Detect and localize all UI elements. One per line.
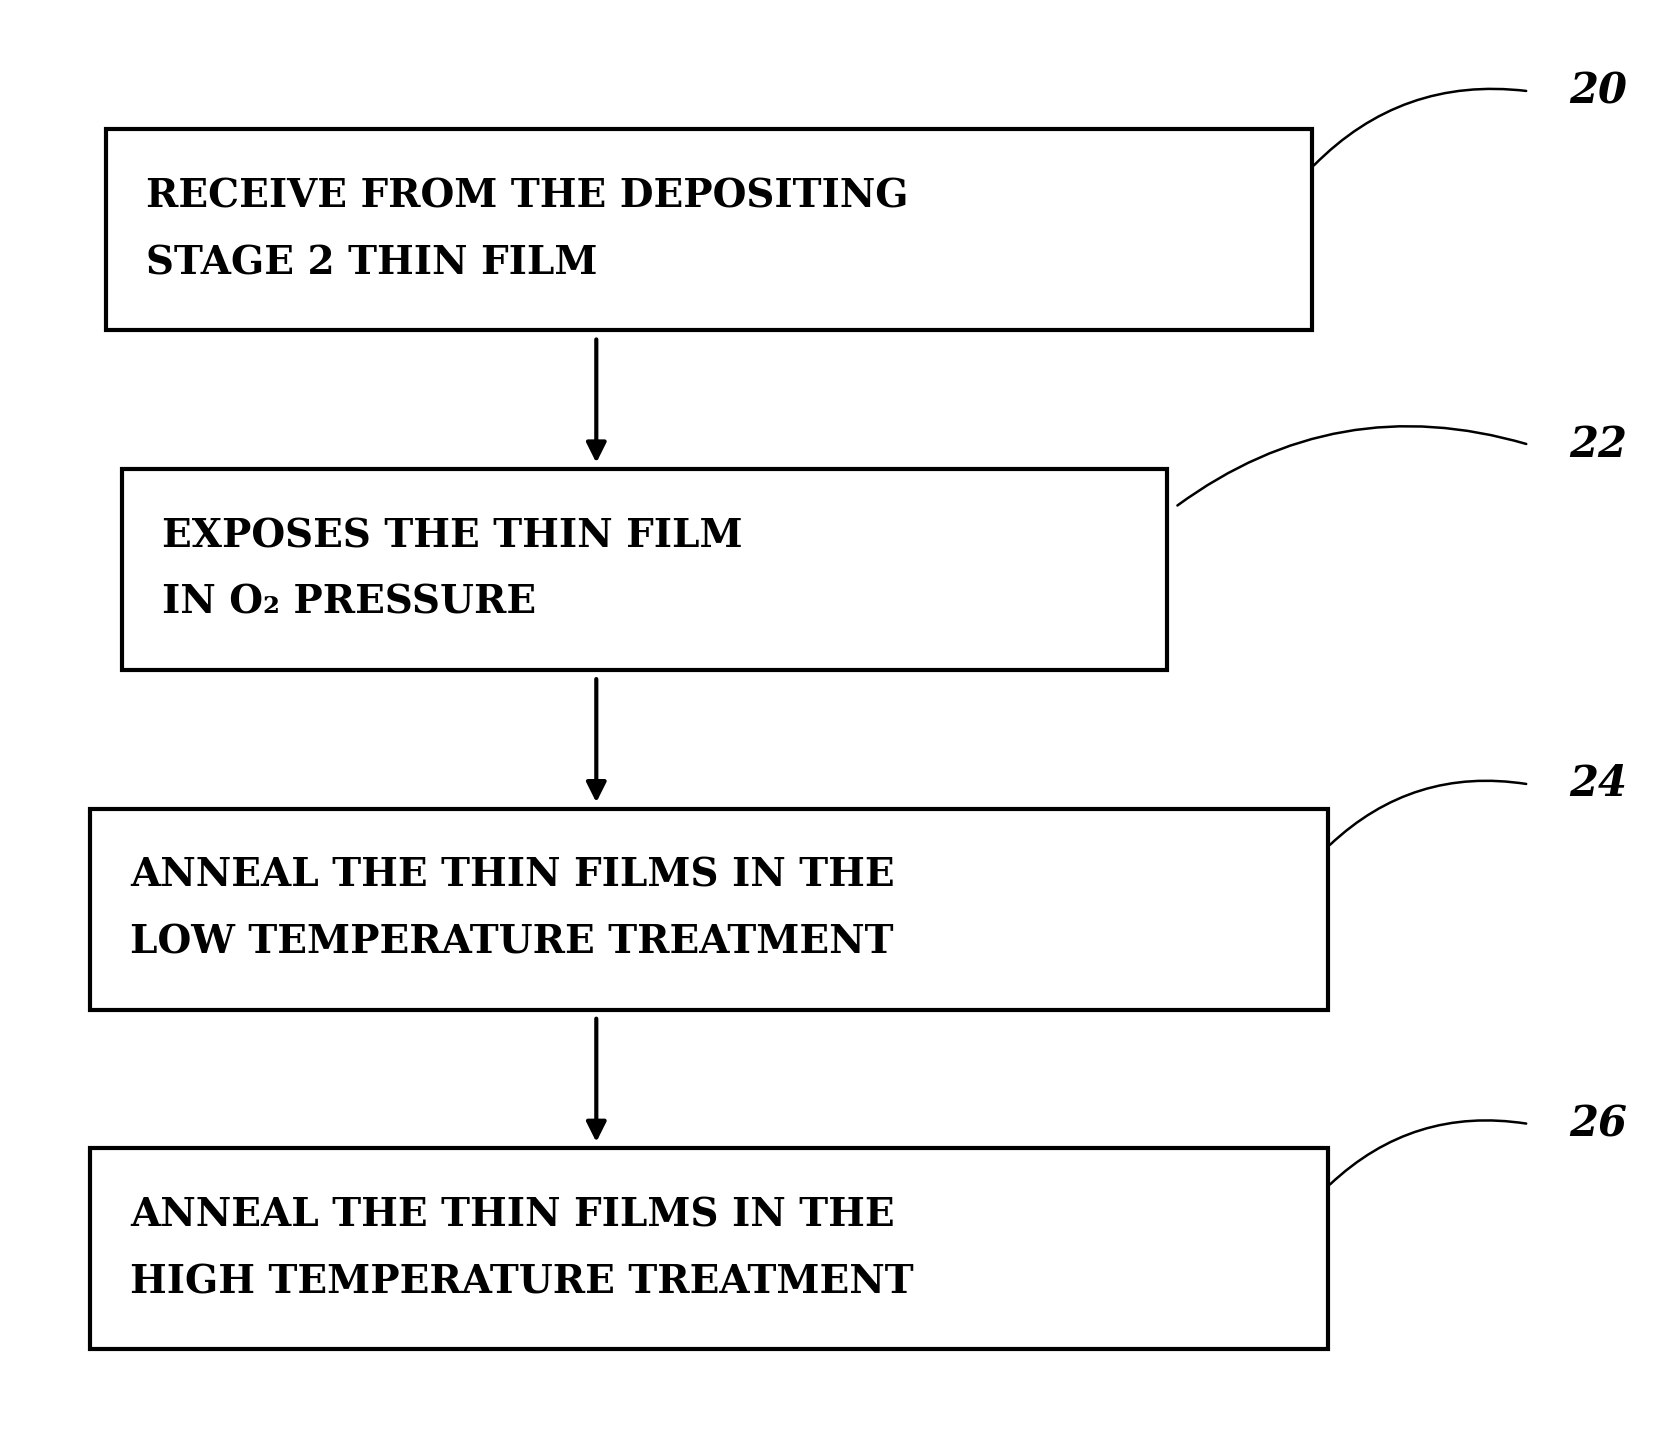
Text: 26: 26: [1569, 1103, 1626, 1145]
Text: 20: 20: [1569, 71, 1626, 113]
Text: 24: 24: [1569, 764, 1626, 806]
Bar: [90, 809, 1328, 1009]
Bar: [106, 130, 1312, 331]
Text: LOW TEMPERATURE TREATMENT: LOW TEMPERATURE TREATMENT: [131, 923, 893, 962]
Bar: [90, 1148, 1328, 1349]
Text: EXPOSES THE THIN FILM: EXPOSES THE THIN FILM: [162, 517, 742, 556]
Text: ANNEAL THE THIN FILMS IN THE: ANNEAL THE THIN FILMS IN THE: [131, 1197, 894, 1235]
Text: HIGH TEMPERATURE TREATMENT: HIGH TEMPERATURE TREATMENT: [131, 1264, 913, 1301]
Bar: [122, 469, 1167, 670]
Text: 22: 22: [1569, 423, 1626, 466]
Text: IN O₂ PRESSURE: IN O₂ PRESSURE: [162, 583, 536, 622]
Text: STAGE 2 THIN FILM: STAGE 2 THIN FILM: [146, 244, 598, 282]
Text: RECEIVE FROM THE DEPOSITING: RECEIVE FROM THE DEPOSITING: [146, 178, 908, 215]
Text: ANNEAL THE THIN FILMS IN THE: ANNEAL THE THIN FILMS IN THE: [131, 856, 894, 895]
